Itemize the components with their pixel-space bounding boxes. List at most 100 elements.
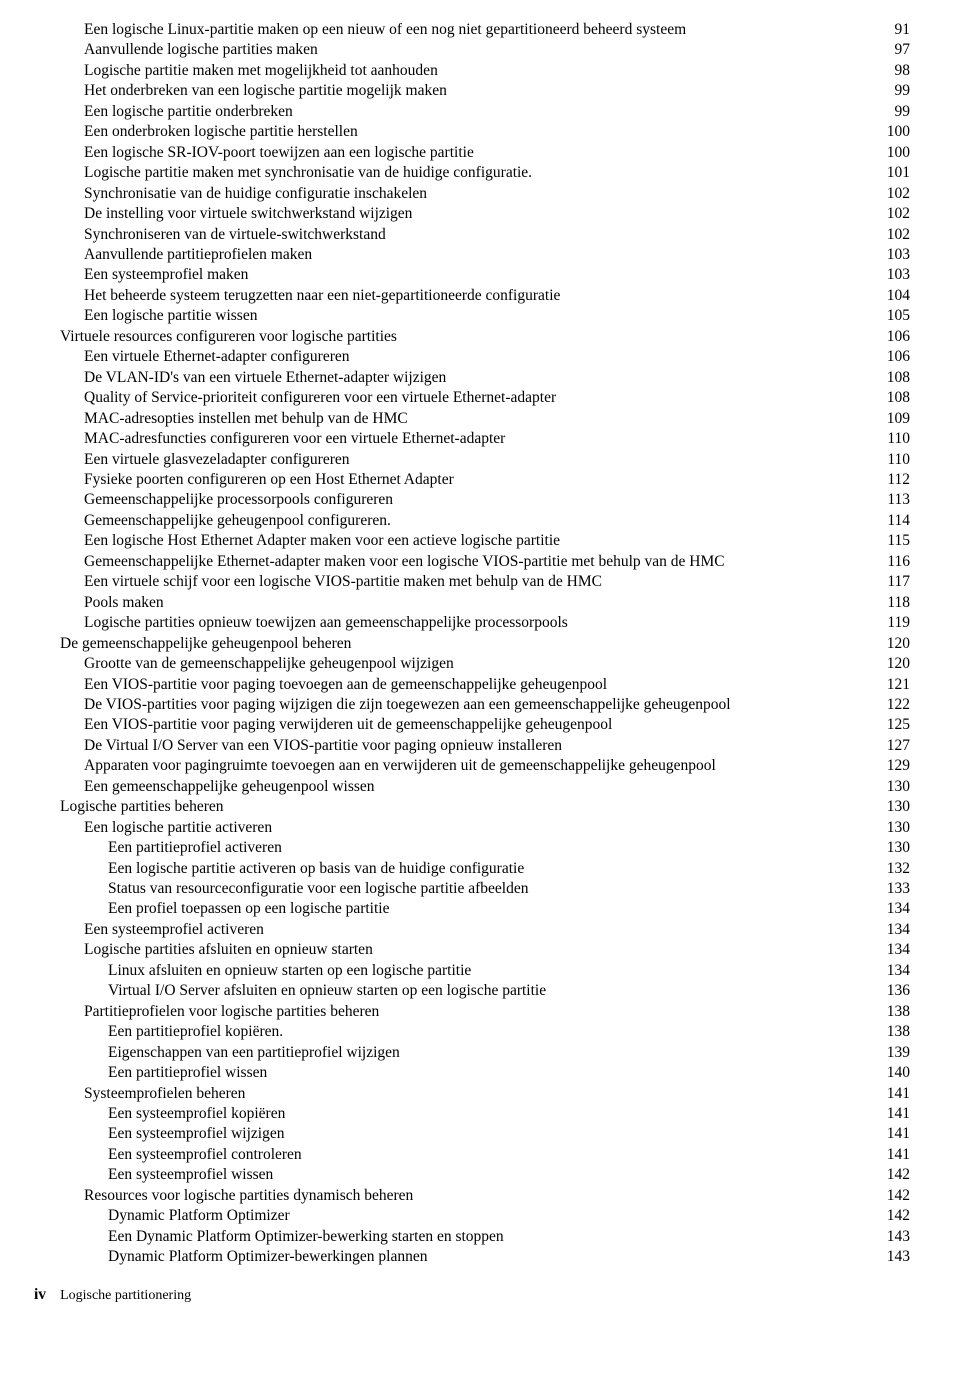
toc-entry: Logische partities beheren 130 xyxy=(28,797,910,817)
toc-entry-title: Een partitieprofiel activeren xyxy=(108,838,286,858)
toc-entry-title: Het beheerde systeem terugzetten naar ee… xyxy=(84,286,564,306)
toc-entry-page: 120 xyxy=(876,654,910,674)
toc-entry-title: De gemeenschappelijke geheugenpool beher… xyxy=(60,634,355,654)
toc-entry: De instelling voor virtuele switchwerkst… xyxy=(28,204,910,224)
toc-entry-title: Een Dynamic Platform Optimizer-bewerking… xyxy=(108,1227,508,1247)
toc-entry: De gemeenschappelijke geheugenpool beher… xyxy=(28,634,910,654)
toc-entry-page: 143 xyxy=(876,1247,910,1267)
toc-entry-title: Logische partitie maken met mogelijkheid… xyxy=(84,61,442,81)
toc-entry-page: 116 xyxy=(876,552,910,572)
toc-entry: Gemeenschappelijke processorpools config… xyxy=(28,490,910,510)
toc-entry-page: 103 xyxy=(876,245,910,265)
toc-entry-page: 130 xyxy=(876,818,910,838)
toc-entry: Logische partitie maken met synchronisat… xyxy=(28,163,910,183)
toc-entry: Een VIOS-partitie voor paging verwijdere… xyxy=(28,715,910,735)
toc-entry-page: 108 xyxy=(876,368,910,388)
toc-entry-page: 129 xyxy=(876,756,910,776)
toc-entry: Een virtuele glasvezeladapter configurer… xyxy=(28,450,910,470)
toc-entry-page: 97 xyxy=(876,40,910,60)
toc-entry: MAC-adresopties instellen met behulp van… xyxy=(28,409,910,429)
toc-entry-page: 143 xyxy=(876,1227,910,1247)
toc-entry-page: 100 xyxy=(876,122,910,142)
toc-entry: Een systeemprofiel controleren 141 xyxy=(28,1145,910,1165)
toc-entry-page: 115 xyxy=(876,531,910,551)
toc-entry-title: Virtuele resources configureren voor log… xyxy=(60,327,401,347)
toc-entry-page: 91 xyxy=(876,20,910,40)
toc-entry-title: Dynamic Platform Optimizer-bewerkingen p… xyxy=(108,1247,431,1267)
toc-entry: Dynamic Platform Optimizer-bewerkingen p… xyxy=(28,1247,910,1267)
toc-entry-title: Een virtuele glasvezeladapter configurer… xyxy=(84,450,353,470)
toc-entry: Dynamic Platform Optimizer 142 xyxy=(28,1206,910,1226)
toc-entry-page: 102 xyxy=(876,225,910,245)
toc-entry-title: Partitieprofielen voor logische partitie… xyxy=(84,1002,383,1022)
toc-entry-page: 141 xyxy=(876,1145,910,1165)
toc-entry: Een logische Host Ethernet Adapter maken… xyxy=(28,531,910,551)
toc-entry-page: 117 xyxy=(876,572,910,592)
toc-entry: Een VIOS-partitie voor paging toevoegen … xyxy=(28,675,910,695)
toc-entry: Een virtuele schijf voor een logische VI… xyxy=(28,572,910,592)
toc-entry-title: Logische partities opnieuw toewijzen aan… xyxy=(84,613,572,633)
toc-entry: Gemeenschappelijke geheugenpool configur… xyxy=(28,511,910,531)
toc-entry: Linux afsluiten en opnieuw starten op ee… xyxy=(28,961,910,981)
toc-entry-page: 142 xyxy=(876,1165,910,1185)
toc-entry-page: 110 xyxy=(876,429,910,449)
toc-entry-page: 134 xyxy=(876,899,910,919)
toc-entry-title: Een logische partitie onderbreken xyxy=(84,102,297,122)
toc-entry: Quality of Service-prioriteit configurer… xyxy=(28,388,910,408)
toc-entry: Logische partities opnieuw toewijzen aan… xyxy=(28,613,910,633)
toc-entry-title: Systeemprofielen beheren xyxy=(84,1084,249,1104)
toc-entry: Virtuele resources configureren voor log… xyxy=(28,327,910,347)
toc-entry-title: Een systeemprofiel controleren xyxy=(108,1145,306,1165)
toc-entry-title: Een systeemprofiel wijzigen xyxy=(108,1124,288,1144)
toc-entry-title: Gemeenschappelijke Ethernet-adapter make… xyxy=(84,552,728,572)
toc-entry-page: 134 xyxy=(876,920,910,940)
toc-entry-title: Een systeemprofiel activeren xyxy=(84,920,268,940)
toc-entry: Het onderbreken van een logische partiti… xyxy=(28,81,910,101)
toc-entry-page: 130 xyxy=(876,838,910,858)
toc-entry: Aanvullende partitieprofielen maken 103 xyxy=(28,245,910,265)
toc-entry-title: Linux afsluiten en opnieuw starten op ee… xyxy=(108,961,475,981)
toc-entry: Een systeemprofiel kopiëren 141 xyxy=(28,1104,910,1124)
toc-entry-page: 98 xyxy=(876,61,910,81)
toc-entry-title: Een logische Host Ethernet Adapter maken… xyxy=(84,531,564,551)
toc-entry: Een virtuele Ethernet-adapter configurer… xyxy=(28,347,910,367)
toc-entry-title: Synchronisatie van de huidige configurat… xyxy=(84,184,431,204)
toc-entry: Partitieprofielen voor logische partitie… xyxy=(28,1002,910,1022)
toc-entry-title: Status van resourceconfiguratie voor een… xyxy=(108,879,532,899)
toc-entry-page: 114 xyxy=(876,511,910,531)
toc-entry-title: Een VIOS-partitie voor paging verwijdere… xyxy=(84,715,616,735)
footer-page-number: iv xyxy=(34,1286,46,1304)
toc-entry-title: Een partitieprofiel kopiëren. xyxy=(108,1022,287,1042)
toc-entry-page: 130 xyxy=(876,777,910,797)
toc-entry-page: 141 xyxy=(876,1084,910,1104)
toc-entry: Een systeemprofiel maken 103 xyxy=(28,265,910,285)
toc-entry-title: Het onderbreken van een logische partiti… xyxy=(84,81,451,101)
toc-entry: Een logische SR-IOV-poort toewijzen aan … xyxy=(28,143,910,163)
page-footer: iv Logische partitionering xyxy=(28,1286,910,1304)
toc-entry-title: Aanvullende logische partities maken xyxy=(84,40,322,60)
toc-entry-page: 105 xyxy=(876,306,910,326)
toc-entry: Een logische partitie activeren 130 xyxy=(28,818,910,838)
toc-entry-title: Een systeemprofiel wissen xyxy=(108,1165,277,1185)
toc-entry-title: Een logische partitie activeren op basis… xyxy=(108,859,528,879)
toc-entry-page: 112 xyxy=(876,470,910,490)
toc-entry: Apparaten voor pagingruimte toevoegen aa… xyxy=(28,756,910,776)
toc-entry-page: 133 xyxy=(876,879,910,899)
toc-entry-title: Gemeenschappelijke processorpools config… xyxy=(84,490,397,510)
toc-entry: De VIOS-partities voor paging wijzigen d… xyxy=(28,695,910,715)
toc-entry-title: Grootte van de gemeenschappelijke geheug… xyxy=(84,654,458,674)
toc-entry-page: 101 xyxy=(876,163,910,183)
toc-entry-page: 132 xyxy=(876,859,910,879)
toc-entry-title: Een logische partitie activeren xyxy=(84,818,276,838)
toc-entry-title: Dynamic Platform Optimizer xyxy=(108,1206,294,1226)
toc-entry: Een logische Linux-partitie maken op een… xyxy=(28,20,910,40)
toc-entry-title: Een gemeenschappelijke geheugenpool wiss… xyxy=(84,777,378,797)
toc-entry-title: Een partitieprofiel wissen xyxy=(108,1063,271,1083)
toc-entry: Een gemeenschappelijke geheugenpool wiss… xyxy=(28,777,910,797)
toc-entry-page: 99 xyxy=(876,102,910,122)
toc-entry-title: Een logische partitie wissen xyxy=(84,306,261,326)
toc-entry-title: MAC-adresfuncties configureren voor een … xyxy=(84,429,509,449)
toc-entry-page: 109 xyxy=(876,409,910,429)
toc-entry-title: Een VIOS-partitie voor paging toevoegen … xyxy=(84,675,611,695)
toc-entry-title: Pools maken xyxy=(84,593,168,613)
